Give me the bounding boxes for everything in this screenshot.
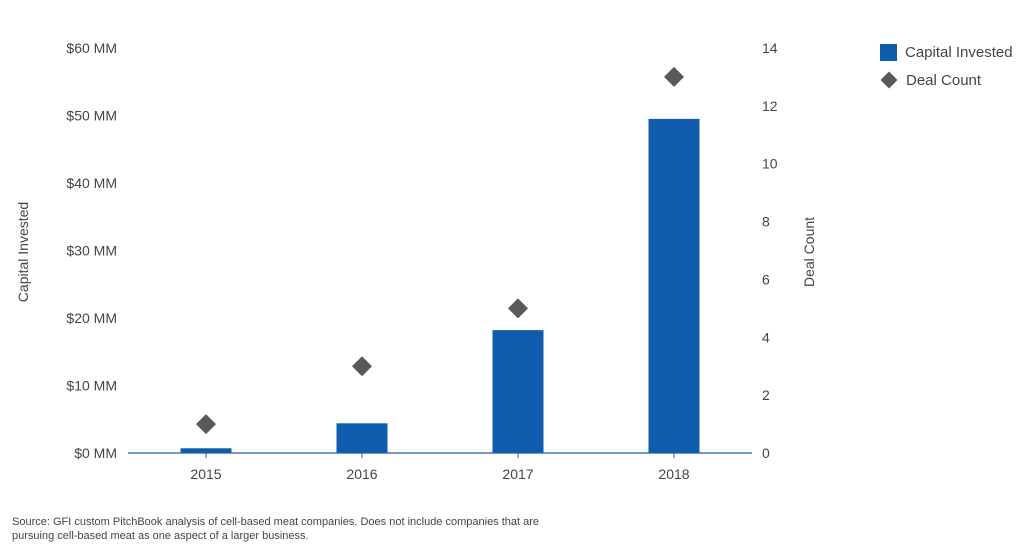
legend-label-capital: Capital Invested (905, 43, 1013, 61)
marker-deal-count-2017 (508, 298, 528, 319)
y-tick-label-left: $30 MM (66, 243, 117, 259)
x-tick-label: 2018 (658, 466, 689, 482)
y-tick-label-right: 6 (762, 271, 770, 287)
bar-capital-2017 (492, 330, 544, 453)
y-tick-label-right: 4 (762, 329, 770, 345)
legend: Capital Invested Deal Count (880, 38, 1013, 94)
marker-deal-count-2015 (196, 414, 216, 435)
bar-capital-2018 (648, 118, 700, 453)
x-tick-label: 2017 (502, 466, 533, 482)
bar-series (180, 118, 700, 453)
y-tick-label-left: $60 MM (66, 40, 117, 56)
x-tick-label: 2015 (190, 466, 221, 482)
y-tick-label-right: 12 (762, 98, 778, 114)
y-tick-label-right: 14 (762, 40, 778, 56)
marker-deal-count-2016 (352, 356, 372, 377)
legend-item-capital: Capital Invested (880, 38, 1013, 66)
y-tick-label-right: 0 (762, 445, 770, 461)
source-note: Source: GFI custom PitchBook analysis of… (12, 516, 540, 542)
y-tick-label-left: $20 MM (66, 310, 117, 326)
legend-swatch-capital (880, 43, 897, 61)
legend-item-deal-count: Deal Count (880, 66, 1013, 94)
y-tick-label-right: 2 (762, 387, 770, 403)
y-tick-label-left: $50 MM (66, 108, 117, 124)
y-axis-title-right: Deal Count (801, 217, 817, 287)
bar-capital-2016 (336, 423, 388, 453)
marker-deal-count-2018 (664, 66, 684, 87)
x-tick-label: 2016 (346, 466, 377, 482)
y-ticks-right: 0 2 4 6 8 10 12 14 (762, 40, 778, 461)
y-tick-label-left: $40 MM (66, 175, 117, 191)
y-tick-label-right: 8 (762, 214, 770, 230)
y-tick-label-left: $0 MM (74, 445, 117, 461)
x-ticks: 2015 2016 2017 2018 (190, 453, 690, 482)
legend-label-deal-count: Deal Count (906, 71, 982, 89)
y-tick-label-left: $10 MM (66, 378, 117, 394)
bar-capital-2015 (180, 448, 232, 453)
y-tick-label-right: 10 (762, 156, 778, 172)
y-ticks-left: $0 MM $10 MM $20 MM $30 MM $40 MM $50 MM $60 M… (66, 40, 117, 461)
legend-swatch-deal-count (880, 71, 898, 89)
deal-count-series (196, 66, 684, 435)
y-axis-title-left: Capital Invested (15, 202, 31, 302)
